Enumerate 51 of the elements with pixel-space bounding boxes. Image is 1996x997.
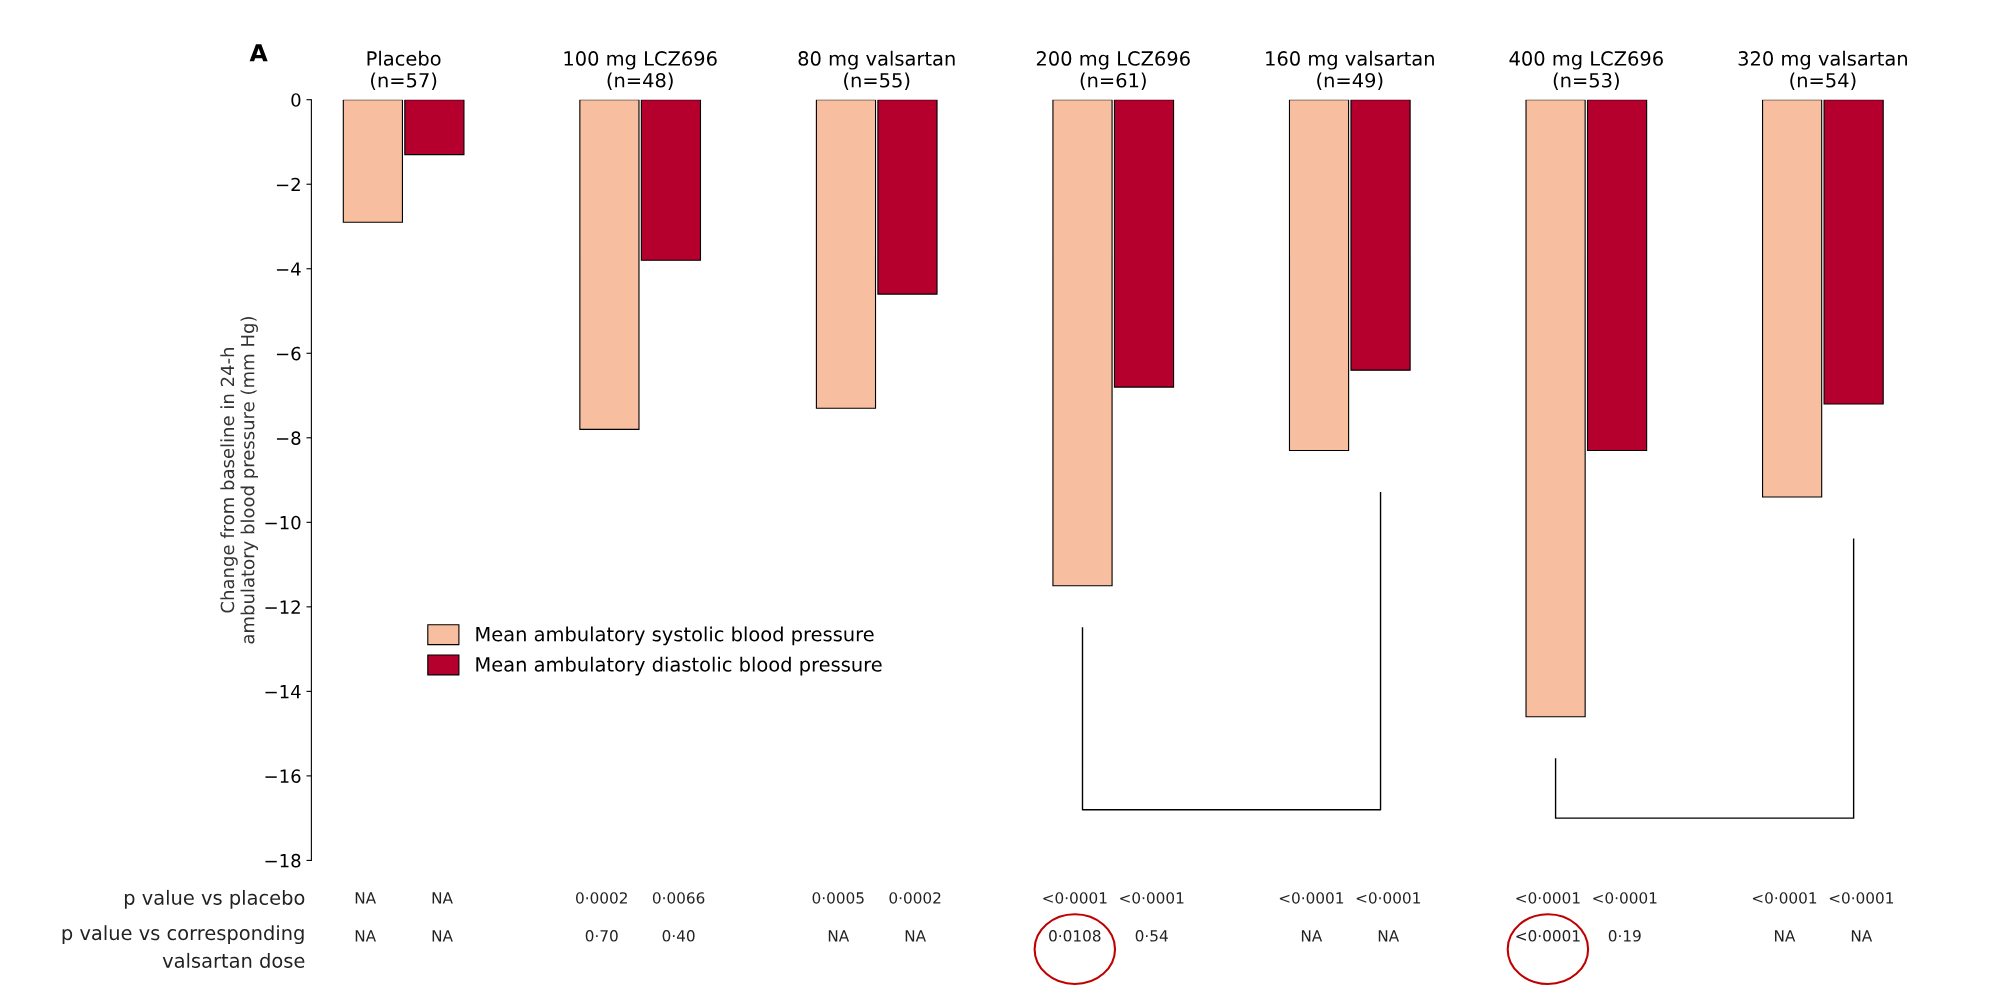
text: <0·0001 bbox=[1516, 892, 1580, 904]
text: 0·70 bbox=[585, 930, 618, 942]
text: <0·0001 bbox=[1516, 930, 1580, 942]
y-tick-label: −8 bbox=[276, 431, 301, 445]
text: 0·40 bbox=[662, 930, 695, 942]
y-tick-label: −4 bbox=[276, 262, 301, 276]
text: NA bbox=[432, 892, 453, 904]
text: NA bbox=[432, 930, 453, 942]
legend-label: Mean ambulatory systolic blood pressure bbox=[476, 626, 874, 646]
text: 0·0066 bbox=[652, 892, 705, 904]
y-axis-title: Change from baseline in 24-h ambulatory blood pressure (mm Hg) bbox=[220, 317, 258, 644]
y-tick-label: −10 bbox=[265, 515, 301, 530]
text: NA bbox=[828, 930, 850, 942]
text: <0·0001 bbox=[1829, 892, 1894, 904]
x-tick-label: Placebo (n=57) bbox=[367, 50, 441, 90]
y-tick-label: −2 bbox=[276, 177, 300, 192]
legend-label: Mean ambulatory diastolic blood pressure bbox=[476, 656, 882, 676]
y-tick-label: −6 bbox=[276, 346, 301, 361]
text: NA bbox=[355, 930, 376, 942]
text: <0·0001 bbox=[1043, 892, 1107, 904]
text: <0·0001 bbox=[1120, 892, 1184, 904]
y-tick-label: 0 bbox=[291, 93, 301, 107]
x-tick-label: 100 mg LCZ696 (n=48) bbox=[564, 51, 717, 90]
y-tick-label: −18 bbox=[265, 853, 301, 868]
y-tick-label: −16 bbox=[265, 769, 301, 783]
text: <0·0001 bbox=[1356, 892, 1420, 904]
text: NA bbox=[1301, 930, 1323, 942]
text: p value vs corresponding valsartan dose bbox=[62, 925, 305, 968]
text: NA bbox=[905, 930, 926, 942]
text: NA bbox=[355, 892, 376, 904]
y-tick-label: −12 bbox=[265, 600, 300, 614]
x-tick-label: 320 mg valsartan (n=54) bbox=[1738, 50, 1907, 90]
y-tick-label: −14 bbox=[265, 685, 301, 699]
text: NA bbox=[1775, 930, 1796, 942]
text: 0·0002 bbox=[889, 892, 941, 904]
text: NA bbox=[1851, 930, 1873, 942]
text: 0·0005 bbox=[812, 892, 864, 904]
text: p value vs placebo bbox=[124, 889, 305, 909]
text: <0·0001 bbox=[1593, 892, 1657, 904]
x-tick-label: 200 mg LCZ696 (n=61) bbox=[1036, 51, 1190, 90]
text: 0·54 bbox=[1135, 930, 1168, 942]
x-tick-label: 400 mg LCZ696 (n=53) bbox=[1509, 51, 1663, 90]
x-tick-label: 160 mg valsartan (n=49) bbox=[1266, 50, 1434, 90]
text: 0·19 bbox=[1608, 930, 1641, 942]
text: NA bbox=[1378, 930, 1400, 942]
text: 0·0002 bbox=[576, 892, 627, 904]
text: A bbox=[249, 44, 268, 62]
text: 0·0108 bbox=[1049, 930, 1101, 942]
x-tick-label: 80 mg valsartan (n=55) bbox=[798, 50, 955, 90]
text: <0·0001 bbox=[1279, 892, 1344, 904]
text: <0·0001 bbox=[1752, 892, 1817, 904]
